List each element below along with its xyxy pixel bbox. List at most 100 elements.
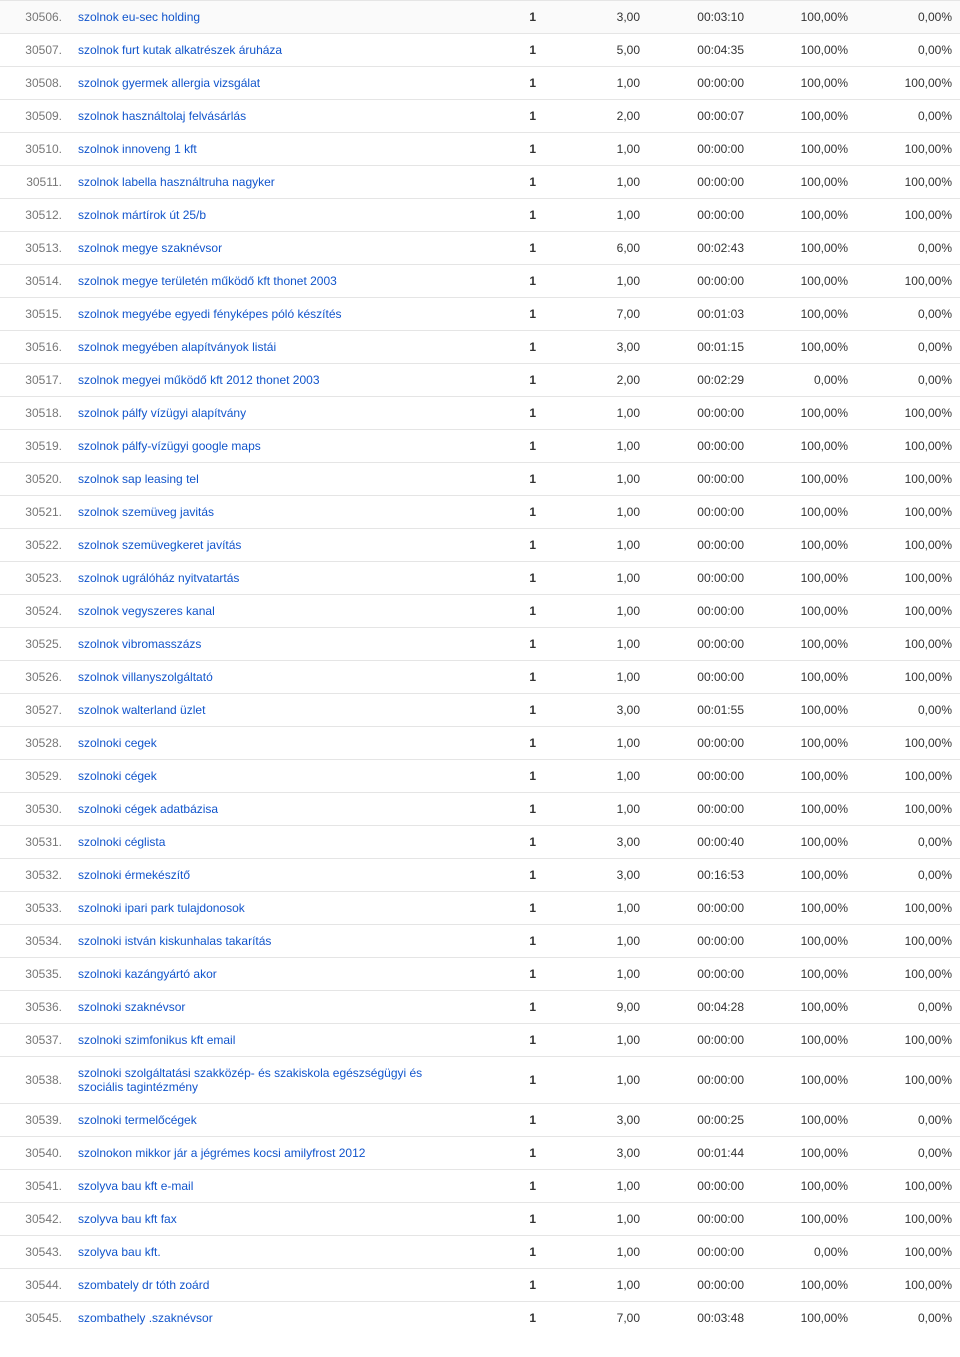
row-index: 30514. — [0, 265, 70, 298]
keyword-link[interactable]: szolnok vegyszeres kanal — [78, 604, 215, 618]
metric-c1: 1 — [440, 232, 544, 265]
metric-c4: 100,00% — [752, 100, 856, 133]
keyword-link[interactable]: szolnok megye szaknévsor — [78, 241, 222, 255]
keyword-link[interactable]: szolnok villanyszolgáltató — [78, 670, 213, 684]
keyword-link[interactable]: szolyva bau kft. — [78, 1245, 161, 1259]
keyword-link[interactable]: szolnoki érmekészítő — [78, 868, 190, 882]
keyword-link[interactable]: szolnok eu-sec holding — [78, 10, 200, 24]
keyword-cell: szolnok ugrálóház nyitvatartás — [70, 562, 440, 595]
metric-c5: 100,00% — [856, 760, 960, 793]
metric-c5: 100,00% — [856, 1236, 960, 1269]
keyword-link[interactable]: szolnok megyei működő kft 2012 thonet 20… — [78, 373, 320, 387]
metric-c3: 00:00:00 — [648, 1269, 752, 1302]
metric-c1: 1 — [440, 1236, 544, 1269]
metric-c3: 00:00:00 — [648, 265, 752, 298]
row-index: 30508. — [0, 67, 70, 100]
metric-c3: 00:00:00 — [648, 496, 752, 529]
keyword-link[interactable]: szolyva bau kft fax — [78, 1212, 177, 1226]
keyword-link[interactable]: szolnok walterland üzlet — [78, 703, 205, 717]
table-row: 30541.szolyva bau kft e-mail11,0000:00:0… — [0, 1170, 960, 1203]
keyword-link[interactable]: szolnok szemüveg javitás — [78, 505, 214, 519]
table-row: 30507.szolnok furt kutak alkatrészek áru… — [0, 34, 960, 67]
table-row: 30514. szolnok megye területén működő kft… — [0, 265, 960, 298]
metric-c3: 00:00:00 — [648, 628, 752, 661]
metric-c2: 1,00 — [544, 529, 648, 562]
keyword-link[interactable]: szolnok gyermek allergia vizsgálat — [78, 76, 260, 90]
metric-c4: 100,00% — [752, 496, 856, 529]
table-row: 30532.szolnoki érmekészítő13,0000:16:531… — [0, 859, 960, 892]
keyword-link[interactable]: szolnok labella használtruha nagyker — [78, 175, 275, 189]
metric-c5: 0,00% — [856, 694, 960, 727]
keyword-link[interactable]: szolnoki ipari park tulajdonosok — [78, 901, 245, 915]
metric-c3: 00:00:00 — [648, 529, 752, 562]
keyword-link[interactable]: szolnok vibromasszázs — [78, 637, 201, 651]
row-index: 30544. — [0, 1269, 70, 1302]
metric-c5: 100,00% — [856, 1269, 960, 1302]
metric-c1: 1 — [440, 1302, 544, 1335]
keyword-link[interactable]: szolnok pálfy-vízügyi google maps — [78, 439, 261, 453]
row-index: 30509. — [0, 100, 70, 133]
keyword-link[interactable]: szolnok megyébe egyedi fényképes póló ké… — [78, 307, 342, 321]
keyword-link[interactable]: szolnok ugrálóház nyitvatartás — [78, 571, 239, 585]
metric-c5: 100,00% — [856, 397, 960, 430]
row-index: 30529. — [0, 760, 70, 793]
row-index: 30519. — [0, 430, 70, 463]
keyword-link[interactable]: szolnok furt kutak alkatrészek áruháza — [78, 43, 282, 57]
row-index: 30535. — [0, 958, 70, 991]
keyword-link[interactable]: szolnok innoveng 1 kft — [78, 142, 197, 156]
keyword-link[interactable]: szolnok használtolaj felvásárlás — [78, 109, 246, 123]
keyword-cell: szombately dr tóth zoárd — [70, 1269, 440, 1302]
keyword-link[interactable]: szombathely .szaknévsor — [78, 1311, 213, 1325]
keyword-link[interactable]: szolnok szemüvegkeret javítás — [78, 538, 241, 552]
keyword-link[interactable]: szolnok sap leasing tel — [78, 472, 199, 486]
keyword-link[interactable]: szolnoki termelőcégek — [78, 1113, 197, 1127]
table-row: 30543.szolyva bau kft.11,0000:00:000,00%… — [0, 1236, 960, 1269]
keyword-cell: szolnoki istván kiskunhalas takarítás — [70, 925, 440, 958]
metric-c5: 100,00% — [856, 727, 960, 760]
keyword-link[interactable]: szolnoki istván kiskunhalas takarítás — [78, 934, 271, 948]
keyword-cell: szolnoki céglista — [70, 826, 440, 859]
keyword-link[interactable]: szolnok mártírok út 25/b — [78, 208, 206, 222]
keyword-link[interactable]: szolnoki cegek — [78, 736, 157, 750]
keyword-link[interactable]: szolnoki cégek adatbázisa — [78, 802, 218, 816]
metric-c1: 1 — [440, 1024, 544, 1057]
metric-c3: 00:00:00 — [648, 892, 752, 925]
keyword-link[interactable]: szolnoki szolgáltatási szakközép- és sza… — [78, 1066, 422, 1094]
row-index: 30518. — [0, 397, 70, 430]
metric-c4: 0,00% — [752, 1236, 856, 1269]
metric-c2: 7,00 — [544, 298, 648, 331]
table-row: 30518.szolnok pálfy vízügyi alapítvány11… — [0, 397, 960, 430]
metric-c4: 100,00% — [752, 166, 856, 199]
keyword-link[interactable]: szolnokon mikkor jár a jégrémes kocsi am… — [78, 1146, 365, 1160]
keyword-link[interactable]: szolnoki céglista — [78, 835, 165, 849]
keyword-link[interactable]: szolnoki cégek — [78, 769, 157, 783]
metric-c1: 1 — [440, 199, 544, 232]
metric-c1: 1 — [440, 628, 544, 661]
metric-c1: 1 — [440, 1269, 544, 1302]
metric-c3: 00:00:00 — [648, 595, 752, 628]
keyword-link[interactable]: szolyva bau kft e-mail — [78, 1179, 193, 1193]
keyword-link[interactable]: szolnok megyében alapítványok listái — [78, 340, 276, 354]
keyword-link[interactable]: szolnoki kazángyártó akor — [78, 967, 217, 981]
keyword-link[interactable]: szolnok pálfy vízügyi alapítvány — [78, 406, 246, 420]
row-index: 30511. — [0, 166, 70, 199]
keyword-link[interactable]: szolnoki szaknévsor — [78, 1000, 185, 1014]
metric-c5: 100,00% — [856, 166, 960, 199]
keyword-link[interactable]: szolnoki szimfonikus kft email — [78, 1033, 235, 1047]
metric-c3: 00:00:00 — [648, 1236, 752, 1269]
keyword-link[interactable]: szombately dr tóth zoárd — [78, 1278, 209, 1292]
metric-c4: 100,00% — [752, 925, 856, 958]
keyword-link[interactable]: szolnok megye területén működő kft thone… — [78, 274, 337, 288]
metric-c2: 3,00 — [544, 1, 648, 34]
row-index: 30515. — [0, 298, 70, 331]
metric-c2: 1,00 — [544, 793, 648, 826]
metric-c3: 00:00:00 — [648, 760, 752, 793]
metric-c4: 100,00% — [752, 1302, 856, 1335]
row-index: 30545. — [0, 1302, 70, 1335]
row-index: 30540. — [0, 1137, 70, 1170]
metric-c5: 100,00% — [856, 793, 960, 826]
metric-c4: 100,00% — [752, 628, 856, 661]
table-row: 30529.szolnoki cégek11,0000:00:00100,00%… — [0, 760, 960, 793]
metric-c2: 1,00 — [544, 430, 648, 463]
table-row: 30545.szombathely .szaknévsor17,0000:03:… — [0, 1302, 960, 1335]
